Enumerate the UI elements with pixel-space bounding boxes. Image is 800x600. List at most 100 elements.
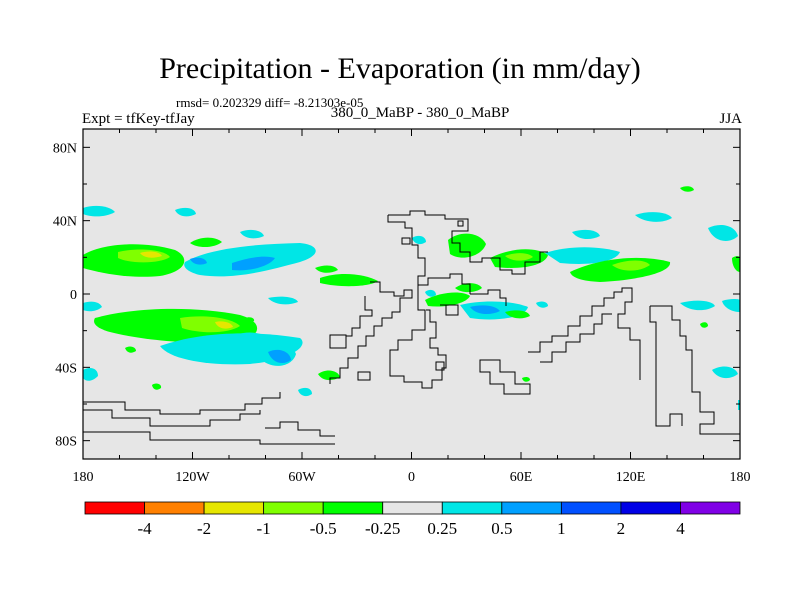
colorbar-swatch bbox=[680, 501, 741, 515]
contour-green bbox=[700, 322, 708, 328]
contour-cyan bbox=[175, 207, 196, 217]
colorbar-swatch bbox=[144, 501, 205, 515]
contour-cyan bbox=[545, 247, 620, 264]
season-label: JJA bbox=[719, 111, 742, 127]
coastline bbox=[457, 220, 464, 227]
contour-cyan bbox=[712, 366, 738, 379]
stats-text: rmsd= 0.202329 diff= -8.21303e-05 bbox=[176, 95, 364, 110]
contour-yellow bbox=[215, 321, 233, 329]
colorbar-swatch bbox=[203, 501, 265, 515]
colorbar-swatch bbox=[84, 501, 145, 515]
coastline bbox=[470, 289, 507, 306]
y-tick-label: 80S bbox=[55, 435, 77, 450]
contour-blue bbox=[232, 256, 275, 271]
contour-cyan bbox=[83, 205, 115, 217]
coastline bbox=[649, 306, 683, 427]
contour-cyan bbox=[83, 368, 98, 381]
contour-fields bbox=[83, 186, 740, 410]
contour-green bbox=[245, 317, 255, 322]
contour-green bbox=[455, 283, 482, 293]
contour-blue bbox=[470, 305, 500, 315]
colorbar-label: -4 bbox=[137, 519, 152, 538]
x-tick-label: 180 bbox=[73, 470, 94, 485]
contour-cyan bbox=[680, 300, 715, 311]
contour-green bbox=[315, 265, 338, 273]
colorbar-label: -0.5 bbox=[310, 519, 337, 538]
x-tick-label: 180 bbox=[730, 470, 751, 485]
colorbar-label: 1 bbox=[557, 519, 566, 538]
contour-green bbox=[732, 256, 740, 272]
coastline bbox=[265, 421, 335, 437]
x-tick-label: 120E bbox=[616, 470, 646, 485]
coastline bbox=[83, 409, 261, 427]
contour-green bbox=[320, 274, 378, 287]
contour-yellow bbox=[140, 251, 162, 258]
coastline bbox=[435, 361, 445, 371]
contour-cyan bbox=[240, 229, 264, 239]
colorbar-swatch bbox=[620, 501, 681, 515]
contour-lightgreen bbox=[612, 260, 650, 271]
x-tick-label: 0 bbox=[408, 470, 415, 485]
coastline bbox=[440, 304, 459, 316]
coastline bbox=[357, 371, 371, 381]
contour-green bbox=[425, 292, 470, 307]
x-tick-label: 60E bbox=[510, 470, 533, 485]
colorbar-label: 0.5 bbox=[491, 519, 512, 538]
colorbar-label: -1 bbox=[257, 519, 271, 538]
contour-cyan bbox=[412, 235, 426, 245]
colorbar bbox=[84, 501, 741, 515]
y-tick-label: 0 bbox=[70, 288, 77, 303]
coastline bbox=[329, 334, 347, 349]
coastline bbox=[387, 215, 471, 294]
experiment-label: Expt = tfKey-tfJay bbox=[82, 111, 195, 127]
coastline bbox=[388, 210, 548, 275]
colorbar-swatch bbox=[501, 501, 562, 515]
y-tick-label: 40S bbox=[55, 361, 77, 376]
comparison-label: 380_0_MaBP - 380_0_MaBP bbox=[330, 105, 510, 121]
contour-cyan bbox=[722, 299, 740, 312]
colorbar-swatch bbox=[263, 501, 324, 515]
coastline bbox=[540, 313, 612, 363]
contour-cyan bbox=[536, 301, 548, 308]
contour-green bbox=[125, 346, 136, 353]
colorbar-swatch bbox=[560, 501, 622, 515]
coastline bbox=[528, 287, 641, 380]
contour-green bbox=[94, 308, 258, 343]
contour-blue bbox=[268, 349, 291, 364]
contour-cyan bbox=[298, 387, 312, 397]
contour-green bbox=[680, 186, 694, 192]
axis-ticks bbox=[82, 129, 741, 459]
y-tick-label: 40N bbox=[53, 215, 77, 230]
coastline bbox=[389, 285, 447, 389]
contour-green bbox=[522, 376, 530, 382]
x-tick-label: 120W bbox=[175, 470, 210, 485]
contour-cyan bbox=[635, 212, 672, 222]
colorbar-label: -2 bbox=[197, 519, 211, 538]
coastline bbox=[329, 281, 413, 384]
axis-tick-labels: 180 120W 60W 0 60E 120E 180 80N 40N 0 40S 80S bbox=[53, 141, 751, 485]
coastlines bbox=[83, 210, 740, 445]
x-tick-label: 60W bbox=[288, 470, 316, 485]
y-tick-label: 80N bbox=[53, 141, 77, 156]
colorbar-labels: -4 -2 -1 -0.5 -0.25 0.25 0.5 1 2 4 bbox=[137, 519, 685, 538]
colorbar-label: 4 bbox=[676, 519, 685, 538]
colorbar-label: 0.25 bbox=[427, 519, 457, 538]
contour-lightgreen bbox=[505, 253, 533, 261]
colorbar-swatch bbox=[382, 501, 443, 515]
colorbar-label: -0.25 bbox=[365, 519, 400, 538]
coastline bbox=[650, 305, 740, 435]
contour-green bbox=[448, 233, 486, 258]
contour-blue bbox=[190, 257, 207, 265]
contour-green bbox=[190, 237, 222, 248]
contour-green bbox=[505, 310, 530, 319]
contour-green bbox=[152, 383, 162, 390]
colorbar-swatch bbox=[441, 501, 503, 515]
contour-cyan bbox=[572, 229, 600, 240]
coastline bbox=[83, 431, 335, 445]
contour-cyan bbox=[425, 289, 436, 297]
coastline bbox=[83, 392, 281, 415]
chart-title: Precipitation - Evaporation (in mm/day) bbox=[159, 52, 641, 85]
colorbar-label: 2 bbox=[617, 519, 626, 538]
coastline bbox=[346, 296, 373, 337]
